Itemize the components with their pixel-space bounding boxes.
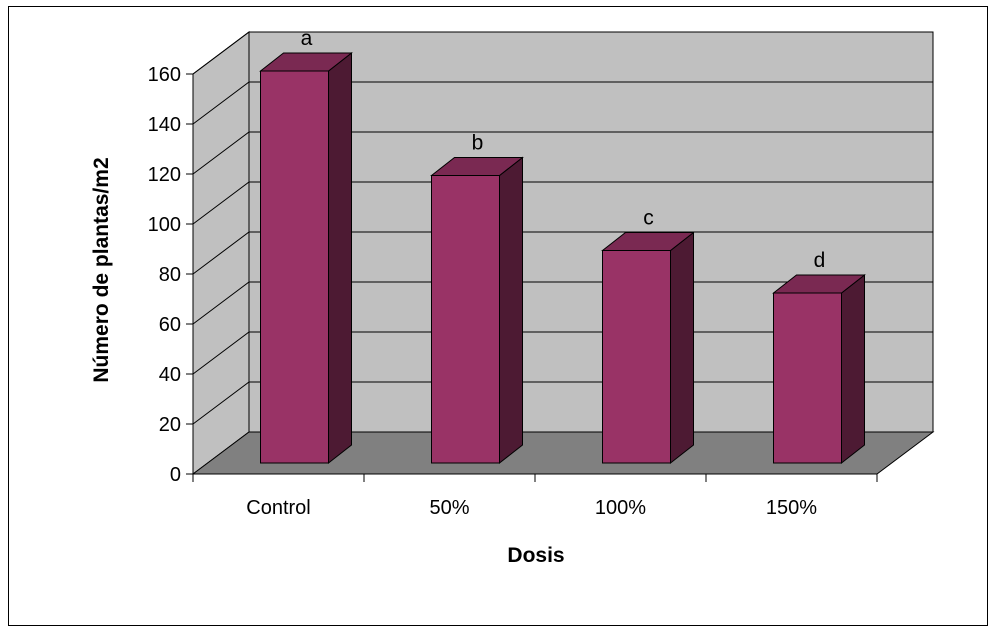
gridline [192, 181, 933, 225]
gridline [192, 381, 933, 425]
bar-side [670, 231, 694, 465]
x-tick-label: Control [246, 497, 310, 519]
x-tick-label: 50% [429, 497, 469, 519]
y-tick-label: 80 [159, 264, 181, 286]
y-axis: 0 20 40 60 80 100 120 140 160 [148, 64, 194, 486]
y-tick-label: 140 [148, 114, 181, 136]
gridline [192, 281, 933, 325]
bar-chart: a b c d 0 20 40 60 80 100 120 140 160 Control 50% 100… [90, 27, 935, 567]
y-axis-title: Número de plantas/m2 [90, 157, 113, 382]
x-axis: Control 50% 100% 150% [192, 473, 878, 519]
gridline [192, 331, 933, 375]
gridline [192, 231, 933, 275]
data-label: a [301, 27, 313, 50]
bar: c [601, 207, 695, 465]
bar: d [772, 249, 866, 465]
gridline [192, 31, 933, 75]
y-tick-label: 40 [159, 364, 181, 386]
bar-front [260, 70, 329, 464]
x-axis-title: Dosis [507, 544, 564, 567]
x-tick-label: 150% [766, 497, 817, 519]
x-tick-label: 100% [595, 497, 646, 519]
bar-front [602, 250, 671, 464]
y-tick-label: 120 [148, 164, 181, 186]
bar-side [328, 51, 352, 465]
y-tick-label: 0 [170, 464, 181, 486]
bar: a [259, 27, 353, 465]
gridline [192, 81, 933, 125]
y-tick-label: 100 [148, 214, 181, 236]
bar: b [430, 132, 524, 465]
bars: a b c d [259, 27, 866, 465]
bar-front [773, 292, 842, 464]
y-tick-label: 160 [148, 64, 181, 86]
data-label: b [472, 132, 484, 155]
data-label: c [643, 207, 654, 230]
bar-side [841, 273, 865, 465]
y-tick-label: 20 [159, 414, 181, 436]
data-label: d [814, 249, 826, 272]
gridline [192, 131, 933, 175]
bar-side [499, 156, 523, 465]
gridlines [192, 31, 933, 425]
y-tick-label: 60 [159, 314, 181, 336]
bar-front [431, 175, 500, 464]
